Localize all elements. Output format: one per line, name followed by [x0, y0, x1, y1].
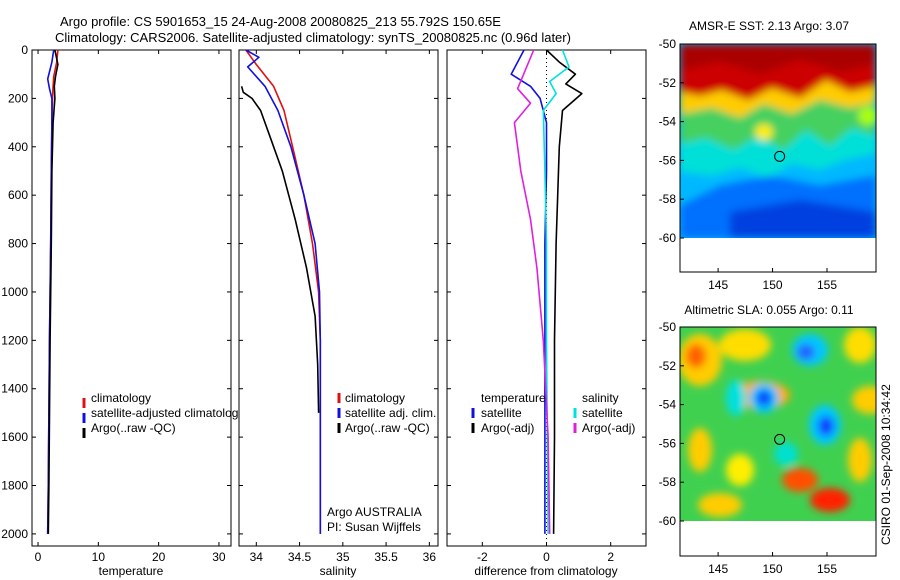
- map-y-tick-label-sst-4: -58: [659, 192, 677, 206]
- legend-label-argo: Argo(..raw -QC): [345, 421, 430, 435]
- sla-map-title: Altimetric SLA: 0.055 Argo: 0.11: [684, 303, 854, 317]
- map-y-tick-label-sst-1: -52: [659, 76, 677, 90]
- map-y-tick-label-sst-0: -50: [659, 37, 677, 51]
- series-line-difference-2: [542, 49, 570, 534]
- map-y-tick-label-sla-0: -50: [659, 320, 677, 334]
- sla-heatmap: [680, 327, 876, 521]
- x-tick-label-difference-1: 0: [543, 550, 550, 564]
- map-x-tick-label-sst-1: 150: [763, 278, 783, 292]
- temperature-xlabel: temperature: [99, 564, 164, 578]
- map-y-tick-label-sla-2: -54: [659, 398, 677, 412]
- map-x-tick-label-sla-1: 150: [763, 562, 783, 576]
- legend-label-satellite: satellite adj. clim.: [345, 406, 436, 420]
- legend-label-sal-satellite: satellite: [582, 406, 623, 420]
- figure-title-line-2: Climatology: CARS2006. Satellite-adjuste…: [55, 30, 571, 45]
- map-y-tick-label-sst-5: -60: [659, 231, 677, 245]
- map-y-tick-label-sla-3: -56: [659, 436, 677, 450]
- map-y-tick-label-sla-1: -52: [659, 359, 677, 373]
- y-tick-label-1: 200: [8, 91, 28, 105]
- y-tick-label-7: 1400: [1, 382, 28, 396]
- series-line-salinity-1: [245, 49, 322, 534]
- y-tick-label-5: 1000: [1, 285, 28, 299]
- salinity-axes-box: [238, 49, 439, 547]
- x-tick-label-salinity-0: 34: [250, 550, 264, 564]
- legend-label-climatology: climatology: [345, 391, 405, 405]
- map-y-tick-label-sst-2: -54: [659, 115, 677, 129]
- legend-title-salinity: salinity: [582, 391, 619, 405]
- temperature-legend: climatology satellite-adjusted climatolo…: [82, 391, 238, 438]
- sst-map-title: AMSR-E SST: 2.13 Argo: 3.07: [689, 19, 849, 33]
- map-y-tick-label-sst-3: -56: [659, 153, 677, 167]
- x-tick-label-temperature-1: 10: [92, 550, 106, 564]
- y-tick-label-4: 800: [8, 237, 28, 251]
- legend-title-temperature: temperature: [481, 391, 546, 405]
- x-tick-label-salinity-4: 36: [423, 550, 437, 564]
- legend-label-argo: Argo(..raw -QC): [91, 421, 176, 435]
- map-x-tick-label-sla-2: 155: [817, 562, 837, 576]
- salinity-xlabel: salinity: [320, 564, 357, 578]
- map-x-tick-label-sst-2: 155: [817, 278, 837, 292]
- argo-program-label: Argo AUSTRALIA: [327, 505, 422, 519]
- series-line-difference-3: [513, 49, 551, 534]
- y-tick-label-3: 600: [8, 188, 28, 202]
- x-tick-label-temperature-2: 20: [152, 550, 166, 564]
- sla-map-panel: Altimetric SLA: 0.055 Argo: 0.11: [659, 303, 877, 576]
- salinity-legend: climatology satellite adj. clim. Argo(..…: [337, 391, 436, 435]
- series-line-difference-1: [545, 49, 583, 534]
- pi-label: PI: Susan Wijffels: [327, 520, 421, 534]
- x-tick-label-salinity-3: 35.5: [374, 550, 398, 564]
- x-tick-label-temperature-3: 30: [212, 550, 226, 564]
- difference-xlabel: difference from climatology: [474, 564, 617, 578]
- figure-title-line-1: Argo profile: CS 5901653_15 24-Aug-2008 …: [60, 14, 501, 29]
- map-y-tick-label-sla-4: -58: [659, 475, 677, 489]
- series-line-temperature-2: [47, 49, 59, 534]
- x-tick-label-temperature-0: 0: [35, 550, 42, 564]
- legend-label-temp-argo: Argo(-adj): [481, 421, 534, 435]
- y-tick-label-6: 1200: [1, 333, 28, 347]
- series-line-salinity-2: [240, 86, 320, 413]
- y-tick-label-2: 400: [8, 140, 28, 154]
- x-tick-label-salinity-1: 34.5: [288, 550, 312, 564]
- footer-stamp: CSIRO 01-Sep-2008 10:34:42: [879, 384, 893, 545]
- x-tick-label-salinity-2: 35: [336, 550, 350, 564]
- sst-heatmap: [680, 44, 876, 238]
- sst-argo-location-marker: [774, 150, 786, 162]
- legend-label-temp-satellite: satellite: [481, 406, 522, 420]
- difference-panel: -2 0 2 difference from climatology tempera…: [446, 49, 647, 578]
- map-x-tick-label-sst-0: 145: [708, 278, 728, 292]
- map-y-tick-label-sla-5: -60: [659, 514, 677, 528]
- y-tick-label-9: 1800: [1, 479, 28, 493]
- x-tick-label-difference-2: 2: [607, 550, 614, 564]
- y-tick-label-0: 0: [21, 43, 28, 57]
- temperature-panel: 0 10 20 30 0 200 400 600 800 1000 1200 1400 1600 1800…: [1, 43, 238, 578]
- legend-label-satellite: satellite-adjusted climatolog: [91, 406, 238, 420]
- sla-argo-location-marker: [774, 433, 786, 445]
- legend-label-sal-argo: Argo(-adj): [582, 421, 635, 435]
- legend-label-climatology: climatology: [91, 391, 151, 405]
- difference-legend: temperature satellite Argo(-adj) salinit…: [471, 391, 635, 435]
- temperature-axes-box: [31, 49, 232, 547]
- y-tick-label-10: 2000: [1, 527, 28, 541]
- sst-map-panel: AMSR-E SST: 2.13 Argo: 3.07 145 150 155 -50…: [659, 19, 877, 292]
- salinity-panel: 34 34.5 35 35.5 36 salinity climatology sate…: [238, 49, 439, 578]
- y-tick-label-8: 1600: [1, 430, 28, 444]
- x-tick-label-difference-0: -2: [477, 550, 488, 564]
- map-x-tick-label-sla-0: 145: [708, 562, 728, 576]
